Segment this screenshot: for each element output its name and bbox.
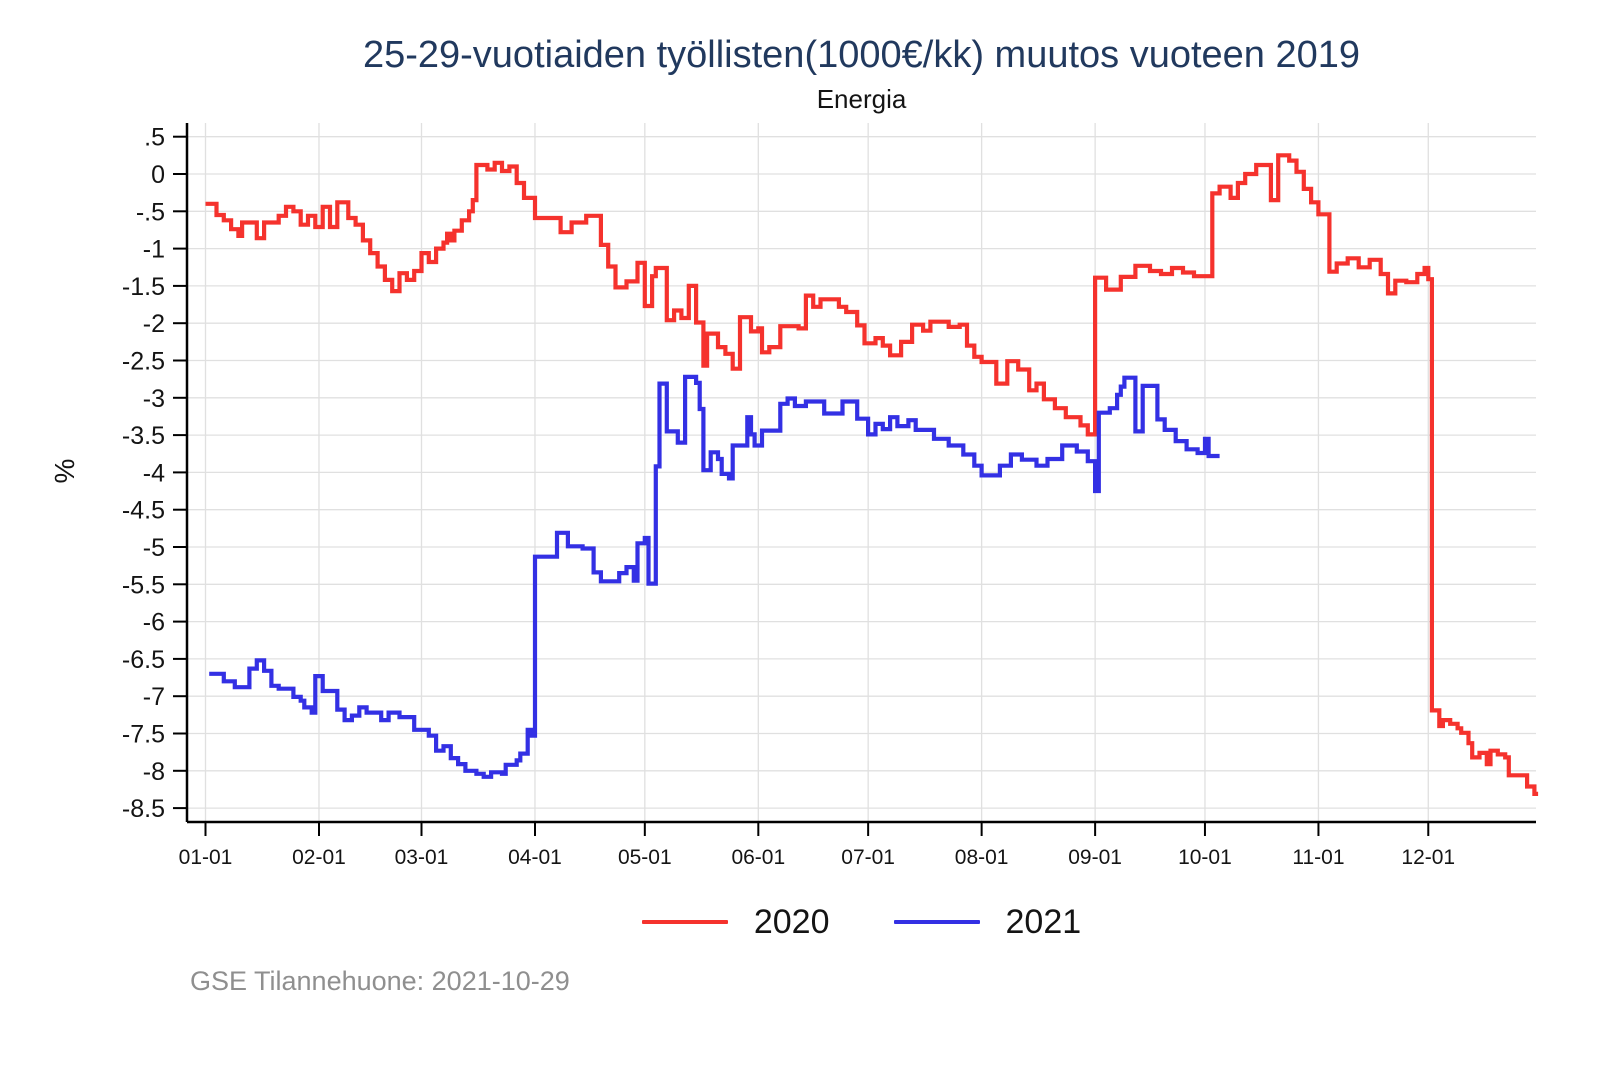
svg-text:02-01: 02-01: [292, 846, 346, 869]
svg-text:06-01: 06-01: [731, 846, 785, 869]
source-note: GSE Tilannehuone: 2021-10-29: [190, 966, 570, 996]
svg-text:-8: -8: [143, 758, 165, 786]
series-line-2020: [205, 153, 1539, 796]
svg-text:12-01: 12-01: [1401, 846, 1455, 869]
svg-text:-3.5: -3.5: [122, 422, 165, 450]
svg-text:03-01: 03-01: [395, 846, 449, 869]
svg-text:-7: -7: [143, 683, 165, 711]
gridlines: [187, 123, 1536, 822]
svg-text:04-01: 04-01: [508, 846, 562, 869]
x-axis-ticks: 01-01 02-01 03-01 04-01 05-01 06-01 07-01 08-01…: [179, 822, 1455, 869]
series-line-2021: [209, 374, 1220, 779]
svg-text:-5: -5: [143, 534, 165, 562]
legend-label-2021: 2021: [1005, 903, 1082, 941]
legend-line-2021-icon: [893, 920, 980, 924]
svg-text:05-01: 05-01: [618, 846, 672, 869]
svg-text:11-01: 11-01: [1292, 846, 1344, 869]
chart-title: 25-29-vuotiaiden työllisten(1000€/kk) mu…: [362, 34, 1361, 76]
svg-text:-2.5: -2.5: [122, 348, 165, 376]
svg-text:-2: -2: [143, 310, 165, 338]
chart-subtitle: Energia: [816, 84, 907, 114]
legend-item-2020: 2020: [641, 903, 830, 941]
svg-text:-3: -3: [143, 385, 165, 413]
legend-line-2020-icon: [641, 920, 728, 924]
legend-item-2021: 2021: [893, 903, 1082, 941]
svg-text:-4.5: -4.5: [122, 497, 165, 525]
legend: 2020 2021: [187, 896, 1536, 948]
svg-text:-1: -1: [143, 236, 165, 264]
svg-text:10-01: 10-01: [1178, 846, 1232, 869]
svg-text:09-01: 09-01: [1068, 846, 1122, 869]
legend-label-2020: 2020: [753, 903, 830, 941]
svg-text:07-01: 07-01: [841, 846, 895, 869]
svg-text:-7.5: -7.5: [122, 721, 165, 749]
svg-text:-6.5: -6.5: [122, 646, 165, 674]
svg-text:-5.5: -5.5: [122, 571, 165, 599]
svg-text:-4: -4: [143, 459, 165, 487]
svg-text:-8.5: -8.5: [122, 795, 165, 823]
svg-text:-1.5: -1.5: [122, 273, 165, 301]
y-axis-ticks: .5 0 -.5 -1 -1.5 -2 -2.5 -3 -3.5 -4 -4.5 -5 -5.5 -6 -6…: [122, 124, 187, 823]
svg-text:-.5: -.5: [136, 198, 165, 226]
svg-text:.5: .5: [144, 124, 165, 152]
series-lines: [205, 153, 1539, 796]
svg-text:0: 0: [151, 161, 165, 189]
svg-text:08-01: 08-01: [955, 846, 1009, 869]
svg-text:01-01: 01-01: [179, 846, 233, 869]
plot-area: .5 0 -.5 -1 -1.5 -2 -2.5 -3 -3.5 -4 -4.5 -5 -5.5 -6 -6…: [122, 123, 1539, 869]
svg-text:-6: -6: [143, 609, 165, 637]
